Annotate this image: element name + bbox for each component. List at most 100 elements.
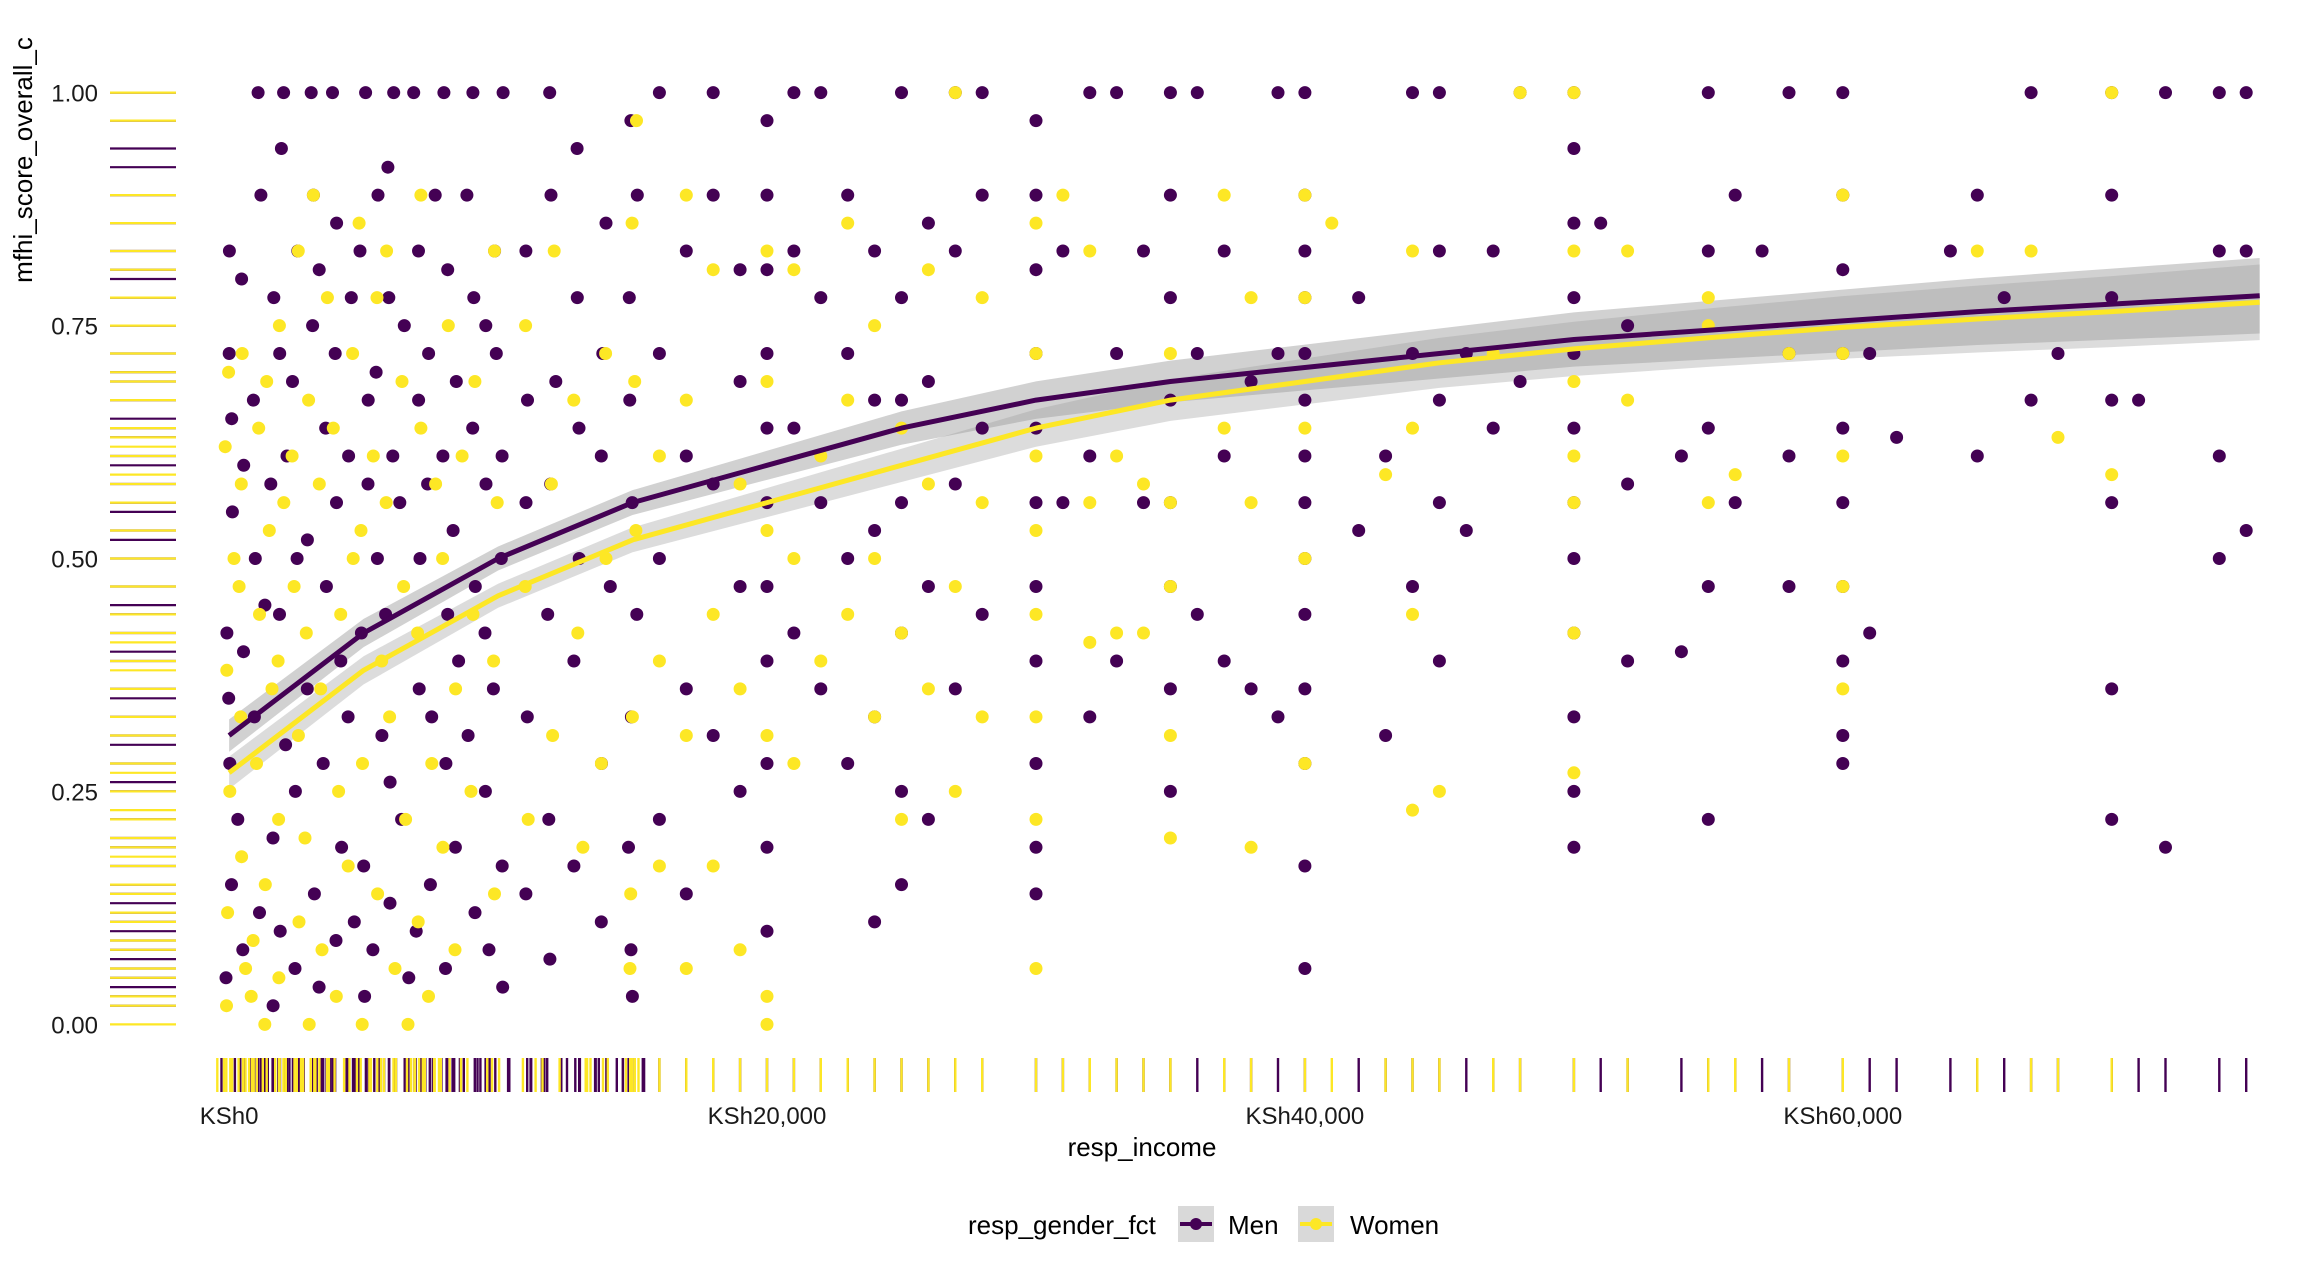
data-point (1083, 496, 1097, 510)
data-point (306, 319, 320, 333)
data-point (265, 682, 279, 696)
data-point (519, 496, 533, 510)
data-point (235, 272, 249, 286)
data-point (1163, 831, 1177, 845)
data-point (381, 160, 395, 174)
data-point (1217, 188, 1231, 202)
data-point (235, 347, 249, 360)
data-point (326, 421, 340, 435)
data-point (623, 962, 637, 975)
x-tick-label: KSh0 (200, 1103, 259, 1130)
data-point (302, 1017, 316, 1031)
data-point (760, 347, 774, 360)
data-point (361, 477, 375, 491)
data-point (1163, 784, 1177, 798)
data-point (1083, 449, 1097, 463)
data-point (267, 291, 281, 305)
data-point (312, 980, 326, 994)
confidence-bands (229, 257, 2260, 790)
data-point (320, 291, 334, 305)
data-point (2024, 393, 2038, 407)
data-point (787, 421, 801, 435)
data-point (1836, 449, 1850, 463)
data-point (358, 989, 372, 1003)
data-point (234, 477, 248, 491)
data-point (814, 654, 828, 668)
data-point (1701, 244, 1715, 258)
data-point (2051, 347, 2065, 360)
data-point (239, 962, 253, 975)
data-point (490, 496, 504, 510)
data-point (975, 86, 989, 100)
data-point (1432, 393, 1446, 407)
data-point (319, 580, 333, 593)
data-point (733, 263, 747, 277)
data-point (1567, 710, 1581, 724)
data-point (1190, 347, 1204, 360)
data-point (227, 552, 241, 565)
data-point (412, 682, 426, 696)
data-point (383, 896, 397, 910)
data-point (253, 906, 266, 920)
data-point (371, 188, 385, 202)
data-point (260, 375, 274, 388)
trend-lines (227, 293, 2260, 775)
x-tick-label: KSh40,000 (1246, 1103, 1365, 1130)
data-point (546, 729, 560, 742)
data-point (787, 757, 801, 770)
data-point (1406, 86, 1419, 100)
data-point (446, 524, 460, 537)
data-point (787, 86, 801, 100)
data-point (2212, 449, 2226, 463)
data-point (393, 496, 407, 510)
data-point (895, 393, 908, 407)
data-point (286, 375, 299, 388)
data-point (232, 580, 246, 593)
data-point (1298, 244, 1312, 258)
data-point (868, 319, 882, 333)
data-point (1298, 607, 1312, 621)
confidence-band (229, 264, 2260, 790)
data-point (622, 840, 635, 854)
data-point (1567, 840, 1581, 854)
data-point (455, 449, 469, 463)
data-point (975, 496, 989, 510)
data-point (272, 319, 286, 333)
data-point (624, 887, 638, 901)
data-point (332, 784, 346, 798)
data-point (329, 934, 343, 947)
data-point (414, 421, 428, 435)
data-point (412, 244, 425, 258)
data-point (841, 607, 855, 621)
data-point (468, 375, 482, 388)
y-axis-title: mfhi_score_overall_c (8, 37, 38, 283)
data-point (1486, 244, 1500, 258)
data-point (1217, 654, 1231, 668)
data-point (814, 682, 828, 696)
data-point (1163, 496, 1177, 510)
data-point (448, 840, 462, 854)
data-point (250, 757, 263, 770)
data-point (422, 347, 436, 360)
data-point (314, 682, 328, 696)
data-point (266, 999, 280, 1013)
data-point (1190, 607, 1204, 621)
data-point (706, 86, 720, 100)
data-point (402, 971, 416, 985)
data-point (266, 831, 280, 845)
data-point (413, 552, 427, 565)
x-axis-ticks: KSh0 KSh20,000 KSh40,000 KSh60,000 (200, 1103, 1902, 1130)
data-point (222, 244, 236, 258)
data-point (2105, 86, 2119, 100)
data-point (436, 449, 450, 463)
data-point (1137, 496, 1150, 510)
data-point (1594, 216, 1608, 230)
data-point (760, 989, 774, 1003)
data-point (272, 812, 286, 826)
data-point (1943, 244, 1957, 258)
data-point (628, 375, 642, 388)
data-point (397, 319, 411, 333)
data-point (1110, 347, 1124, 360)
data-point (841, 347, 855, 360)
data-point (222, 365, 236, 379)
